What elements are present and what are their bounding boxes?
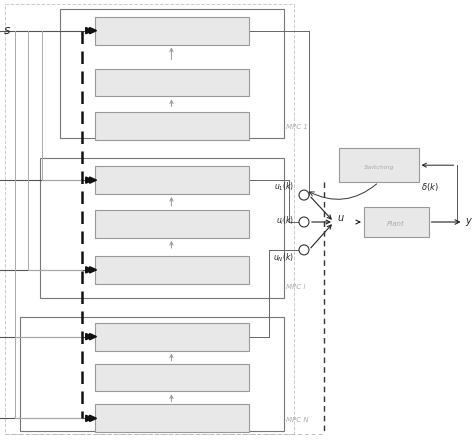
Bar <box>95 69 249 97</box>
Polygon shape <box>86 415 93 421</box>
Polygon shape <box>86 334 93 340</box>
FancyArrowPatch shape <box>310 184 377 199</box>
Bar <box>339 148 419 182</box>
Bar <box>95 113 249 140</box>
Polygon shape <box>86 267 93 273</box>
Bar <box>20 317 284 431</box>
Bar <box>95 17 249 45</box>
Text: $u_N(k)$: $u_N(k)$ <box>273 252 294 264</box>
Text: MPC 1: MPC 1 <box>286 124 308 130</box>
Bar <box>95 323 249 350</box>
Polygon shape <box>90 415 97 421</box>
Bar <box>60 9 284 138</box>
Bar <box>5 4 294 434</box>
Circle shape <box>299 190 309 200</box>
Bar <box>95 404 249 432</box>
Bar <box>95 256 249 284</box>
Text: $y$: $y$ <box>465 216 474 228</box>
Bar <box>95 166 249 194</box>
Bar <box>95 364 249 392</box>
Circle shape <box>299 245 309 255</box>
Polygon shape <box>90 334 97 340</box>
Polygon shape <box>90 177 97 183</box>
Polygon shape <box>90 267 97 273</box>
Text: Switching: Switching <box>364 165 394 170</box>
Bar <box>95 210 249 238</box>
Bar <box>364 207 428 237</box>
Text: MPC i: MPC i <box>286 284 305 290</box>
Text: $u$: $u$ <box>337 213 345 223</box>
Polygon shape <box>86 177 93 183</box>
Text: Plant: Plant <box>387 221 405 227</box>
Polygon shape <box>90 27 97 34</box>
Text: $\delta(k)$: $\delta(k)$ <box>420 181 438 193</box>
Text: MPC N: MPC N <box>286 417 309 424</box>
Circle shape <box>299 217 309 227</box>
Text: $u_i(k)$: $u_i(k)$ <box>276 215 294 227</box>
Text: s: s <box>4 24 10 37</box>
Bar <box>40 158 284 298</box>
Polygon shape <box>86 27 93 34</box>
Text: $u_1(k)$: $u_1(k)$ <box>274 181 294 193</box>
